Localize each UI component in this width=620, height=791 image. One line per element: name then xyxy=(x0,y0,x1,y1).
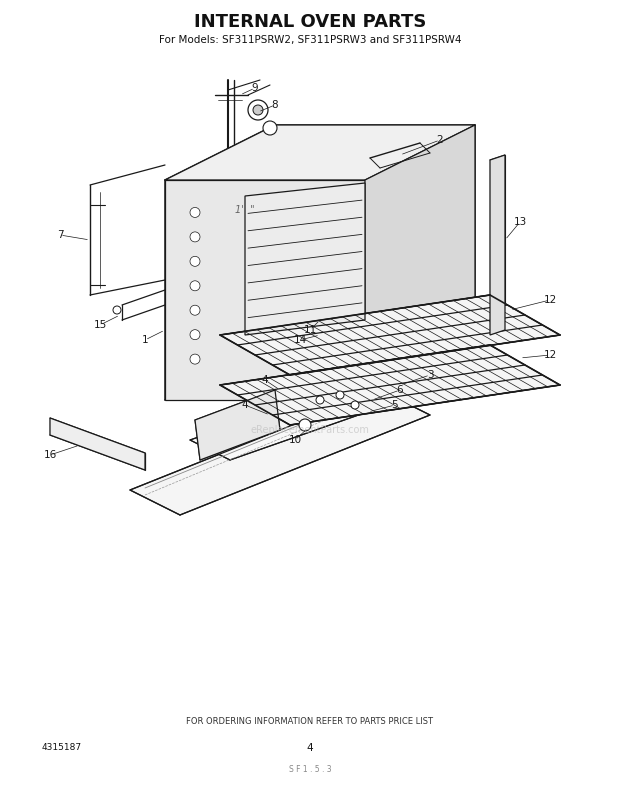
Circle shape xyxy=(190,232,200,242)
Text: 12: 12 xyxy=(543,295,557,305)
Text: 12: 12 xyxy=(543,350,557,360)
Text: 4315187: 4315187 xyxy=(42,744,82,752)
Polygon shape xyxy=(220,345,560,425)
Circle shape xyxy=(190,354,200,364)
Text: 13: 13 xyxy=(513,217,526,227)
Circle shape xyxy=(263,121,277,135)
Circle shape xyxy=(113,306,121,314)
Polygon shape xyxy=(245,183,365,335)
Text: FOR ORDERING INFORMATION REFER TO PARTS PRICE LIST: FOR ORDERING INFORMATION REFER TO PARTS … xyxy=(187,717,433,726)
Text: 6: 6 xyxy=(397,385,404,395)
Text: 14: 14 xyxy=(293,335,307,345)
Text: 8: 8 xyxy=(272,100,278,110)
Circle shape xyxy=(190,330,200,339)
Text: 15: 15 xyxy=(94,320,107,330)
Text: INTERNAL OVEN PARTS: INTERNAL OVEN PARTS xyxy=(194,13,426,31)
Text: 2: 2 xyxy=(436,135,443,145)
Text: 16: 16 xyxy=(43,450,56,460)
Text: S F 1 . 5 . 3: S F 1 . 5 . 3 xyxy=(289,766,331,774)
Text: 5: 5 xyxy=(392,400,398,410)
Text: 1'  ": 1' " xyxy=(235,205,255,215)
Circle shape xyxy=(190,305,200,316)
Text: 4: 4 xyxy=(242,400,249,410)
Circle shape xyxy=(190,207,200,218)
Text: eReplacementParts.com: eReplacementParts.com xyxy=(250,425,370,435)
Circle shape xyxy=(336,391,344,399)
Text: For Models: SF311PSRW2, SF311PSRW3 and SF311PSRW4: For Models: SF311PSRW2, SF311PSRW3 and S… xyxy=(159,35,461,45)
Circle shape xyxy=(351,401,359,409)
Circle shape xyxy=(299,419,311,431)
Text: 4: 4 xyxy=(262,375,268,385)
Polygon shape xyxy=(165,125,475,180)
Text: 7: 7 xyxy=(56,230,63,240)
Polygon shape xyxy=(195,390,280,460)
Text: 11: 11 xyxy=(303,325,317,335)
Circle shape xyxy=(253,105,263,115)
Circle shape xyxy=(248,100,268,120)
Polygon shape xyxy=(165,345,475,400)
Text: 1: 1 xyxy=(142,335,148,345)
Polygon shape xyxy=(365,125,475,400)
Circle shape xyxy=(190,256,200,267)
Polygon shape xyxy=(50,418,145,470)
Text: 4: 4 xyxy=(307,743,313,753)
Circle shape xyxy=(190,281,200,291)
Text: 3: 3 xyxy=(427,370,433,380)
Text: 10: 10 xyxy=(288,435,301,445)
Circle shape xyxy=(316,396,324,404)
Polygon shape xyxy=(165,180,365,400)
Text: 9: 9 xyxy=(252,83,259,93)
Polygon shape xyxy=(130,390,430,515)
Polygon shape xyxy=(220,295,560,375)
Polygon shape xyxy=(490,155,505,335)
Polygon shape xyxy=(190,370,430,460)
